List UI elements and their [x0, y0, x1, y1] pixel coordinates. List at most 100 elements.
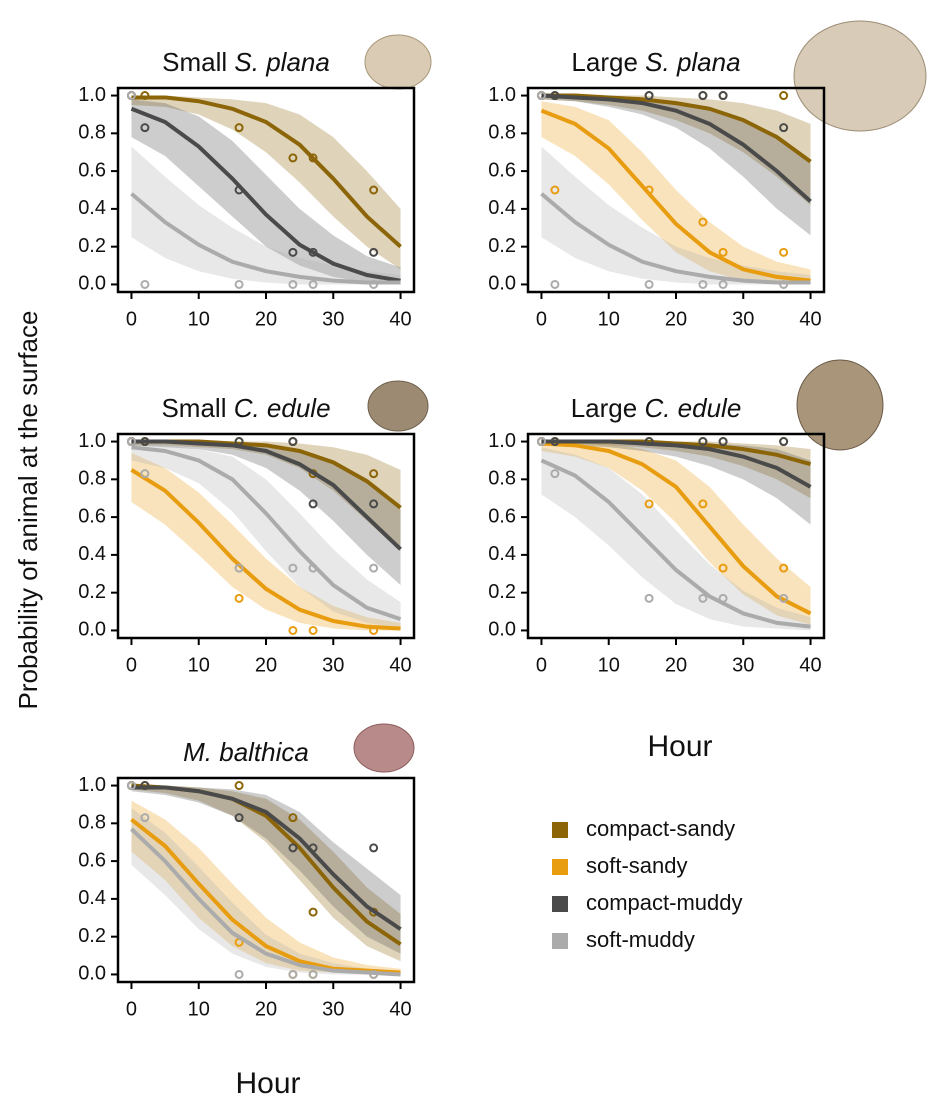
fit-line: [130, 106, 401, 283]
fit-line: [541, 439, 812, 489]
y-tick-label: 0.2: [488, 235, 516, 257]
observed-point: [288, 279, 298, 289]
panel-title: M. balthica: [183, 737, 309, 767]
observed-point: [234, 781, 244, 791]
y-tick-label: 0.8: [488, 122, 516, 144]
legend-label: compact-muddy: [586, 890, 743, 915]
y-tick-label: 0.0: [488, 273, 516, 295]
observed-point: [550, 279, 560, 289]
observed-point: [308, 969, 318, 979]
y-tick-label: 0.0: [78, 963, 106, 985]
panel-title: Large C. edule: [571, 393, 742, 423]
observed-point: [126, 91, 136, 101]
legend-swatch: [552, 859, 568, 875]
observed-point: [718, 91, 728, 101]
observed-point: [288, 563, 298, 573]
observed-point: [698, 217, 708, 227]
legend-label: soft-muddy: [586, 927, 695, 952]
x-tick-label: 40: [799, 654, 821, 676]
y-tick-label: 1.0: [488, 84, 516, 106]
x-tick-label: 30: [322, 308, 344, 330]
y-tick-label: 1.0: [488, 430, 516, 452]
shell-icon: [793, 20, 927, 132]
x-tick-label: 10: [598, 308, 620, 330]
y-tick-label: 0.6: [488, 505, 516, 527]
title-species: S. plana: [645, 47, 740, 77]
x-tick-label: 10: [188, 654, 210, 676]
y-tick-label: 0.4: [78, 543, 106, 565]
x-tick-label: 30: [732, 654, 754, 676]
observed-point: [288, 843, 298, 853]
observed-point: [288, 969, 298, 979]
confidence-band: [131, 785, 401, 954]
confidence-band: [131, 785, 401, 962]
observed-point: [718, 563, 728, 573]
x-tick-label: 30: [322, 654, 344, 676]
fit-line: [130, 827, 401, 977]
fit-line: [131, 445, 402, 622]
observed-point: [140, 469, 150, 479]
observed-point: [718, 279, 728, 289]
observed-point: [369, 247, 379, 257]
y-tick-label: 0.8: [78, 468, 106, 490]
confidence-band: [541, 441, 811, 625]
observed-point: [718, 437, 728, 447]
observed-point: [308, 153, 318, 163]
legend-swatch: [552, 896, 568, 912]
observed-point: [550, 185, 560, 195]
y-tick-label: 0.6: [78, 849, 106, 871]
observed-point: [308, 625, 318, 635]
observed-point: [369, 279, 379, 289]
observed-point: [536, 437, 546, 447]
y-tick-label: 1.0: [78, 774, 106, 796]
confidence-band: [131, 452, 401, 631]
confidence-band: [131, 441, 401, 552]
observed-point: [369, 185, 379, 195]
y-tick-label: 0.0: [488, 619, 516, 641]
confidence-band: [541, 146, 811, 285]
fit-line: [540, 192, 811, 285]
title-prefix: Large: [571, 47, 638, 77]
y-axis-label: Probability of animal at the surface: [13, 311, 43, 710]
observed-point: [308, 499, 318, 509]
observed-point: [698, 437, 708, 447]
x-tick-label: 0: [536, 308, 547, 330]
shell-icon: [364, 34, 432, 90]
title-space: [226, 393, 233, 423]
fit-line: [541, 93, 812, 203]
legend-swatch: [552, 822, 568, 838]
shell-icon: [367, 380, 429, 432]
observed-point: [369, 499, 379, 509]
x-tick-label: 20: [255, 654, 277, 676]
observed-point: [550, 91, 560, 101]
title-prefix: Small: [161, 393, 226, 423]
legend-swatch: [552, 933, 568, 949]
x-tick-label: 0: [126, 998, 137, 1020]
observed-point: [644, 279, 654, 289]
observed-point: [234, 185, 244, 195]
fit-line: [131, 439, 402, 551]
title-space: [637, 393, 644, 423]
observed-point: [369, 469, 379, 479]
observed-point: [126, 437, 136, 447]
observed-point: [779, 437, 789, 447]
observed-point: [140, 437, 150, 447]
x-tick-label: 10: [188, 308, 210, 330]
confidence-band: [131, 146, 401, 285]
observed-point: [698, 91, 708, 101]
observed-point: [718, 593, 728, 603]
observed-point: [140, 123, 150, 133]
observed-point: [288, 437, 298, 447]
y-tick-label: 0.4: [488, 543, 516, 565]
fit-line: [131, 785, 402, 931]
title-space: [638, 47, 645, 77]
observed-point: [779, 563, 789, 573]
y-tick-label: 0.2: [78, 581, 106, 603]
title-species: S. plana: [234, 47, 329, 77]
observed-point: [779, 91, 789, 101]
x-tick-label: 0: [126, 308, 137, 330]
panel-title: Small C. edule: [161, 393, 330, 423]
y-tick-label: 0.4: [78, 887, 106, 909]
observed-point: [234, 437, 244, 447]
